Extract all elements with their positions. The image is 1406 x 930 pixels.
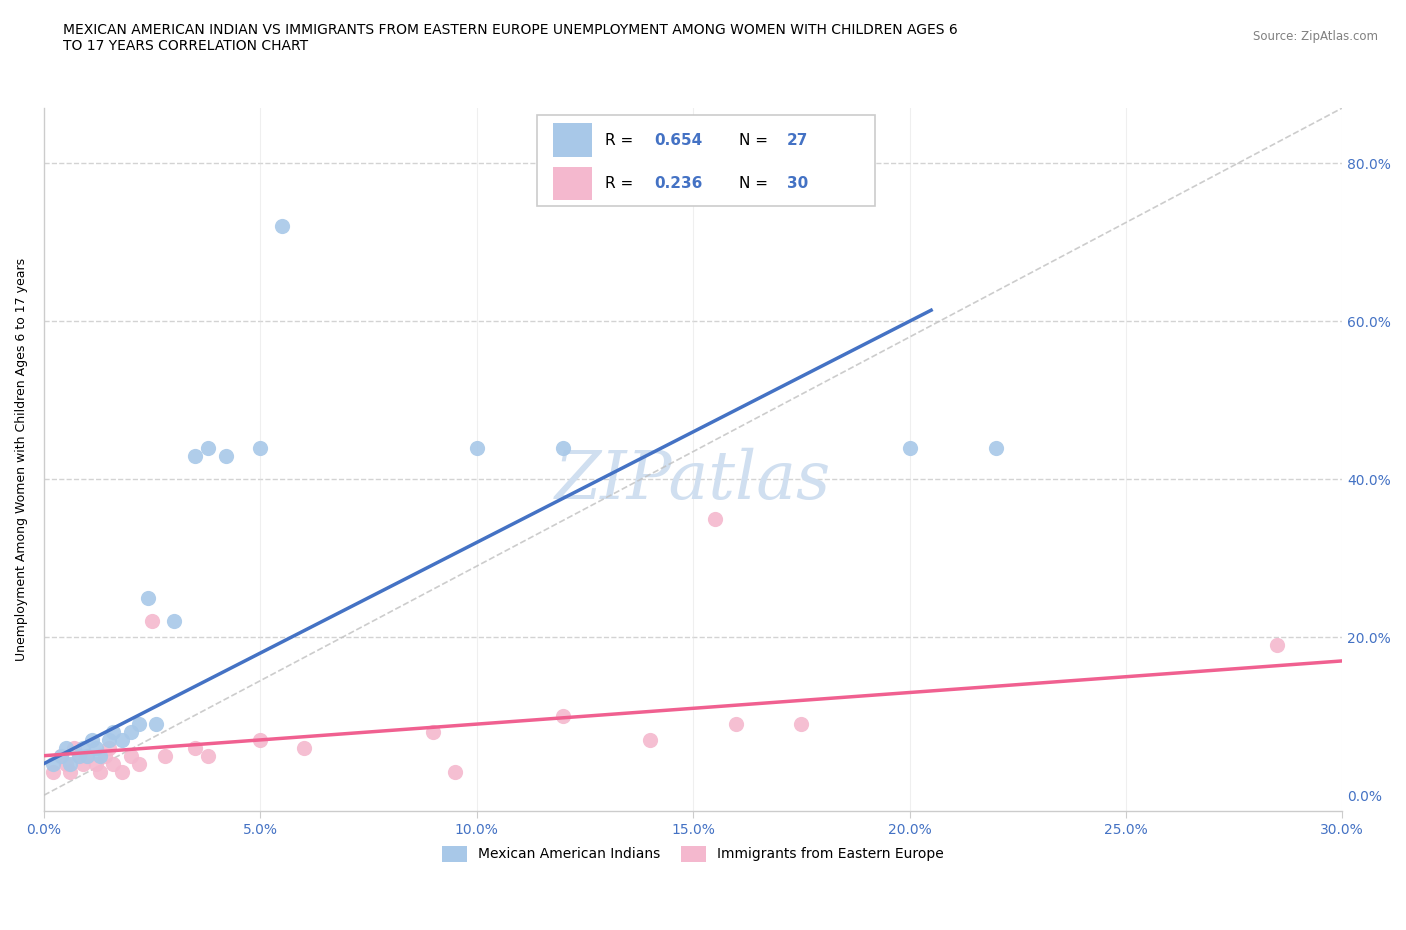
Y-axis label: Unemployment Among Women with Children Ages 6 to 17 years: Unemployment Among Women with Children A… [15,258,28,661]
Point [145,717,167,732]
Bar [553,124,592,157]
Point [197,440,219,455]
Point [93,749,115,764]
Point [703,512,725,526]
Text: Source: ZipAtlas.com: Source: ZipAtlas.com [1253,30,1378,43]
Point [41,756,63,771]
Text: 0.654: 0.654 [654,133,703,148]
Point [128,717,150,732]
Point [51,749,73,764]
Point [553,709,575,724]
Point [111,733,134,748]
Point [790,717,813,732]
Point [67,749,90,764]
Point [128,756,150,771]
Point [103,756,125,771]
Legend: Mexican American Indians, Immigrants from Eastern Europe: Mexican American Indians, Immigrants fro… [436,840,949,868]
Text: R =: R = [605,176,638,191]
Text: R =: R = [605,133,638,148]
Point [984,440,1007,455]
Point [898,440,921,455]
Point [197,749,219,764]
Point [249,733,271,748]
Point [89,764,111,779]
Point [725,717,748,732]
Point [292,740,315,755]
Point [136,591,159,605]
Point [153,749,176,764]
Text: MEXICAN AMERICAN INDIAN VS IMMIGRANTS FROM EASTERN EUROPE UNEMPLOYMENT AMONG WOM: MEXICAN AMERICAN INDIAN VS IMMIGRANTS FR… [63,23,957,53]
Point [163,614,186,629]
Point [271,219,294,234]
Point [76,749,98,764]
Point [63,740,86,755]
Text: 27: 27 [786,133,808,148]
Point [1265,638,1288,653]
Point [111,764,134,779]
Text: N =: N = [738,133,772,148]
Text: ZIPatlas: ZIPatlas [555,448,831,513]
Point [465,440,488,455]
Text: 0.236: 0.236 [654,176,703,191]
Point [184,740,207,755]
Point [72,756,94,771]
Text: N =: N = [738,176,772,191]
Point [97,740,120,755]
Point [84,740,107,755]
Point [84,756,107,771]
Point [97,733,120,748]
Point [55,740,77,755]
Point [67,749,90,764]
Point [184,448,207,463]
Point [59,756,82,771]
Point [55,756,77,771]
Point [120,724,142,739]
Point [59,764,82,779]
Point [80,733,103,748]
Point [89,749,111,764]
Point [141,614,163,629]
Point [103,724,125,739]
Point [553,440,575,455]
Point [76,749,98,764]
Point [51,749,73,764]
Bar [553,166,592,201]
Point [638,733,661,748]
Point [249,440,271,455]
Point [215,448,238,463]
Point [41,764,63,779]
Point [444,764,467,779]
Point [120,749,142,764]
Text: 30: 30 [786,176,808,191]
Point [422,724,444,739]
Point [72,740,94,755]
FancyBboxPatch shape [537,115,875,206]
